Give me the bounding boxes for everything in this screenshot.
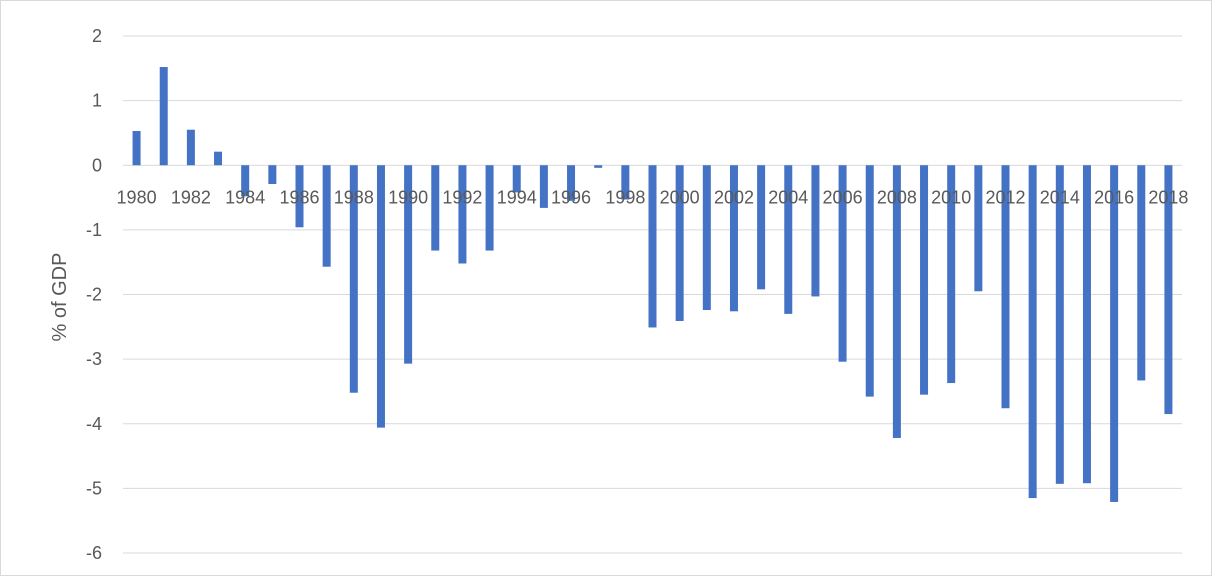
bar-2015 <box>1082 165 1091 484</box>
bar-1989 <box>376 165 385 428</box>
y-tick-label: -5 <box>86 478 102 498</box>
bar-1987 <box>322 165 331 267</box>
y-axis-title: % of GDP <box>49 253 71 342</box>
x-tick-label: 2002 <box>714 187 754 207</box>
x-axis-ticks: 1980 1982 1984 1986 1988 1990 1992 1994 1996 1998… <box>117 187 1189 207</box>
bar-2006 <box>838 165 847 362</box>
x-tick-label: 1994 <box>497 187 537 207</box>
x-tick-label: 2012 <box>985 187 1025 207</box>
bar-1993 <box>485 165 494 251</box>
bar-1986 <box>295 165 304 228</box>
bar-2018 <box>1164 165 1173 415</box>
bar-2000 <box>675 165 684 321</box>
y-tick-label: -1 <box>86 220 102 240</box>
bar-1980 <box>132 130 141 166</box>
bars <box>132 67 1173 502</box>
x-tick-label: 2000 <box>660 187 700 207</box>
bar-1996 <box>567 165 576 201</box>
bar-1990 <box>404 165 413 364</box>
bar-1991 <box>431 165 440 251</box>
bar-2008 <box>892 165 901 438</box>
x-tick-label: 1992 <box>442 187 482 207</box>
x-tick-label: 2016 <box>1094 187 1134 207</box>
bar-1985 <box>268 165 277 184</box>
y-tick-label: 2 <box>92 26 102 46</box>
bar-1995 <box>539 165 548 208</box>
bar-1988 <box>349 165 358 393</box>
x-tick-label: 2018 <box>1148 187 1188 207</box>
x-tick-label: 2008 <box>877 187 917 207</box>
bar-2002 <box>729 165 738 312</box>
bar-2004 <box>784 165 793 314</box>
bar-2003 <box>757 165 766 290</box>
x-tick-label: 1988 <box>334 187 374 207</box>
x-tick-label: 2010 <box>931 187 971 207</box>
bar-2013 <box>1028 165 1037 499</box>
x-tick-label: 2006 <box>823 187 863 207</box>
y-tick-label: 0 <box>92 155 102 175</box>
y-tick-label: -3 <box>86 349 102 369</box>
bar-1983 <box>214 151 223 166</box>
bar-1982 <box>186 129 195 166</box>
bar-1984 <box>241 165 250 197</box>
bar-1998 <box>621 165 630 200</box>
bar-1992 <box>458 165 467 264</box>
x-tick-label: 1990 <box>388 187 428 207</box>
y-axis-ticks: 2 1 0 -1 -2 -3 -4 -5 -6 <box>86 26 102 563</box>
bar-1981 <box>159 67 168 166</box>
x-tick-label: 1986 <box>279 187 319 207</box>
bar-2011 <box>974 165 983 292</box>
bar-2005 <box>811 165 820 297</box>
bar-2001 <box>702 165 711 311</box>
bar-2010 <box>947 165 956 384</box>
bar-2007 <box>865 165 874 397</box>
bar-1994 <box>512 165 521 193</box>
x-tick-label: 1982 <box>171 187 211 207</box>
x-tick-label: 1998 <box>605 187 645 207</box>
y-tick-label: 1 <box>92 91 102 111</box>
y-tick-label: -6 <box>86 543 102 563</box>
x-tick-label: 2014 <box>1040 187 1080 207</box>
y-tick-label: -2 <box>86 285 102 305</box>
bar-2017 <box>1137 165 1146 381</box>
bar-2012 <box>1001 165 1010 409</box>
x-tick-label: 1996 <box>551 187 591 207</box>
x-tick-label: 1980 <box>117 187 157 207</box>
y-tick-label: -4 <box>86 414 102 434</box>
bar-2014 <box>1055 165 1064 484</box>
bar-2016 <box>1110 165 1119 502</box>
bar-1997 <box>594 165 603 168</box>
x-tick-label: 1984 <box>225 187 265 207</box>
bar-1999 <box>648 165 657 328</box>
bar-2009 <box>920 165 929 395</box>
x-tick-label: 2004 <box>768 187 808 207</box>
